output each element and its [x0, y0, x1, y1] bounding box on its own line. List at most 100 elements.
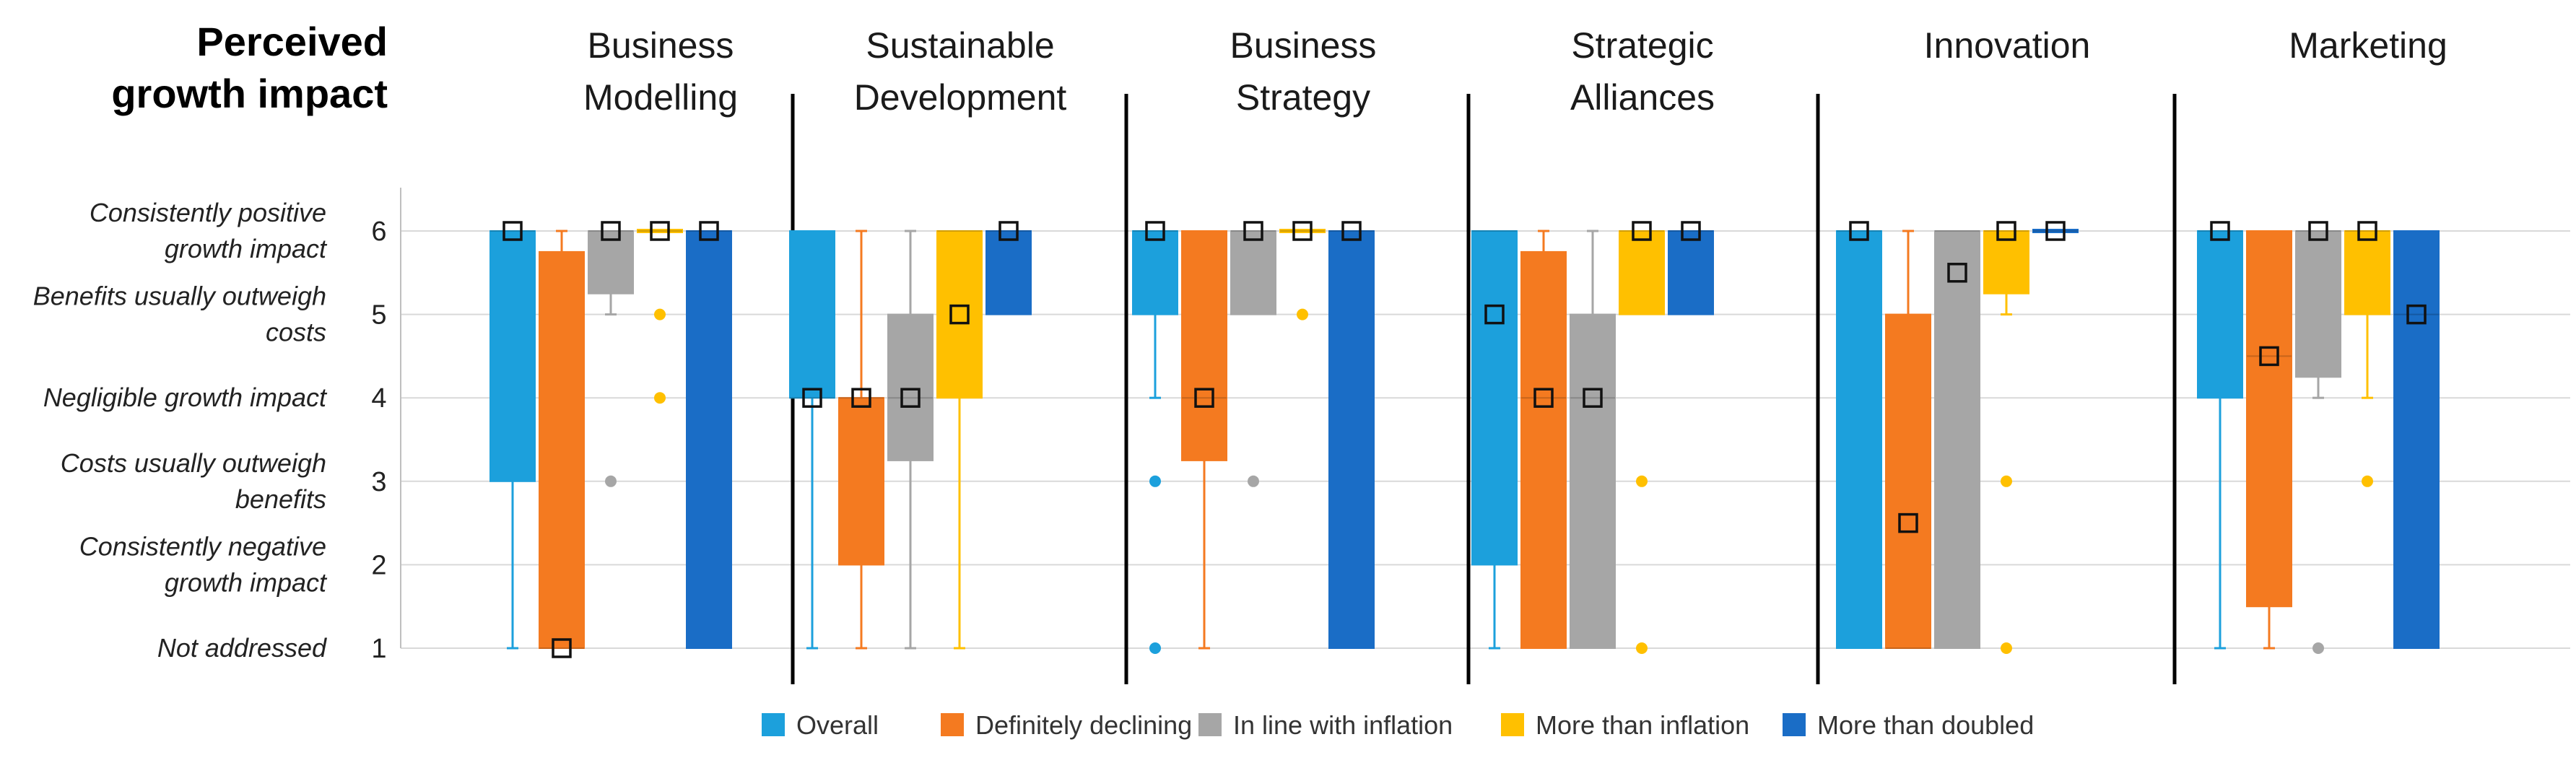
legend-label: Overall: [796, 710, 879, 740]
mean-marker: [502, 221, 523, 241]
y-tick-label: Consistently negative growth impact: [79, 531, 328, 597]
box-body: [2393, 230, 2440, 649]
outlier-point: [2362, 475, 2373, 487]
mean-marker: [802, 388, 822, 408]
group-label: Strategic Alliances: [1570, 25, 1715, 118]
y-tick-label-line: Costs usually outweigh: [61, 448, 326, 478]
box-definitely-declining: [1520, 230, 1567, 649]
y-axis: 6 Consistently positive growth impact 5 Bene…: [33, 188, 401, 664]
box-overall: [1132, 221, 1178, 654]
chart-title-line: growth impact: [111, 71, 388, 116]
box-definitely-declining: [838, 230, 884, 650]
mean-marker: [1292, 221, 1313, 241]
legend-label: More than inflation: [1536, 710, 1749, 740]
group-separators: [791, 94, 2177, 684]
box-body: [1471, 230, 1518, 566]
legend-item: More than doubled: [1783, 710, 2034, 740]
box-overall: [2197, 221, 2243, 650]
box-body: [1570, 313, 1616, 649]
mean-marker: [851, 388, 871, 408]
y-tick-number: 2: [371, 550, 386, 580]
box-body: [887, 313, 934, 461]
legend-item: In line with inflation: [1198, 710, 1453, 740]
y-tick-label: Benefits usually outweigh costs: [33, 282, 326, 347]
box-more-than-doubled: [985, 221, 1032, 315]
outlier-point: [2312, 642, 2324, 654]
box-body: [637, 229, 683, 233]
outlier-point: [1248, 475, 1259, 487]
box-group: [1471, 221, 1714, 654]
box-body: [985, 230, 1032, 315]
box-body: [2295, 230, 2341, 378]
mean-marker: [2357, 221, 2377, 241]
box-body: [1520, 250, 1567, 649]
mean-marker: [949, 304, 970, 325]
outlier-point: [1149, 642, 1161, 654]
box-more-than-doubled: [1668, 221, 1714, 315]
legend: Overall Definitely declining In line with …: [762, 710, 2034, 740]
box-more-than-inflation: [637, 221, 683, 404]
mean-marker: [1194, 388, 1214, 408]
outlier-point: [605, 475, 617, 487]
box-body: [1983, 230, 2029, 294]
y-tick-label-line: costs: [266, 318, 326, 347]
y-tick-label-line: Benefits usually outweigh: [33, 282, 326, 311]
legend-label: In line with inflation: [1233, 710, 1453, 740]
box-more-than-inflation: [1279, 221, 1326, 320]
group-label-line: Strategy: [1236, 77, 1370, 118]
box-group: [489, 221, 732, 658]
box-body: [1836, 230, 1882, 649]
box-body: [686, 230, 732, 649]
mean-marker: [900, 388, 921, 408]
group-label: Business Strategy: [1230, 25, 1377, 118]
mean-marker: [2045, 221, 2066, 241]
box-body: [1885, 313, 1931, 649]
mean-marker: [699, 221, 719, 241]
legend-swatch: [1198, 713, 1222, 736]
legend-swatch: [762, 713, 785, 736]
box-body: [539, 250, 585, 649]
y-tick-label: Negligible growth impact: [43, 383, 328, 412]
outlier-point: [1149, 475, 1161, 487]
legend-item: Definitely declining: [941, 710, 1192, 740]
y-tick-label: Costs usually outweigh benefits: [61, 448, 326, 514]
y-tick-label: Not addressed: [157, 633, 327, 663]
chart-title-line: Perceived: [196, 19, 388, 64]
legend-item: Overall: [762, 710, 879, 740]
y-tick-number: 6: [371, 217, 386, 247]
box-in-line-with-inflation: [2295, 221, 2341, 654]
box-more-than-inflation: [2344, 221, 2390, 487]
box-in-line-with-inflation: [588, 221, 634, 487]
group-label: Business Modelling: [583, 25, 738, 118]
group-label-line: Development: [854, 77, 1067, 118]
box-body: [789, 230, 835, 399]
box-more-than-doubled: [686, 221, 732, 649]
mean-marker: [552, 638, 572, 658]
mean-marker: [1484, 304, 1505, 325]
mean-marker: [998, 221, 1019, 241]
box-body: [1132, 230, 1178, 315]
mean-marker: [2308, 221, 2328, 241]
outlier-point: [2001, 475, 2012, 487]
mean-marker: [1243, 221, 1263, 241]
y-tick-number: 5: [371, 300, 386, 331]
y-tick-label-line: growth impact: [165, 567, 328, 597]
group-label-line: Innovation: [1924, 25, 2091, 66]
y-tick-label-line: Not addressed: [157, 633, 327, 663]
box-definitely-declining: [539, 230, 585, 658]
box-in-line-with-inflation: [1230, 221, 1276, 487]
y-tick-label-line: benefits: [235, 484, 326, 514]
y-tick-label: Consistently positive growth impact: [90, 198, 328, 263]
box-more-than-doubled: [2032, 221, 2079, 241]
mean-marker: [1341, 221, 1362, 241]
box-group: [1836, 221, 2079, 654]
group-label-line: Sustainable: [866, 25, 1054, 66]
box-group: [2197, 221, 2440, 654]
box-body: [1230, 230, 1276, 315]
box-overall: [1471, 230, 1518, 650]
y-tick-number: 4: [371, 383, 386, 414]
box-body: [2197, 230, 2243, 399]
mean-marker: [601, 221, 621, 241]
legend-item: More than inflation: [1501, 710, 1749, 740]
mean-marker: [1533, 388, 1554, 408]
